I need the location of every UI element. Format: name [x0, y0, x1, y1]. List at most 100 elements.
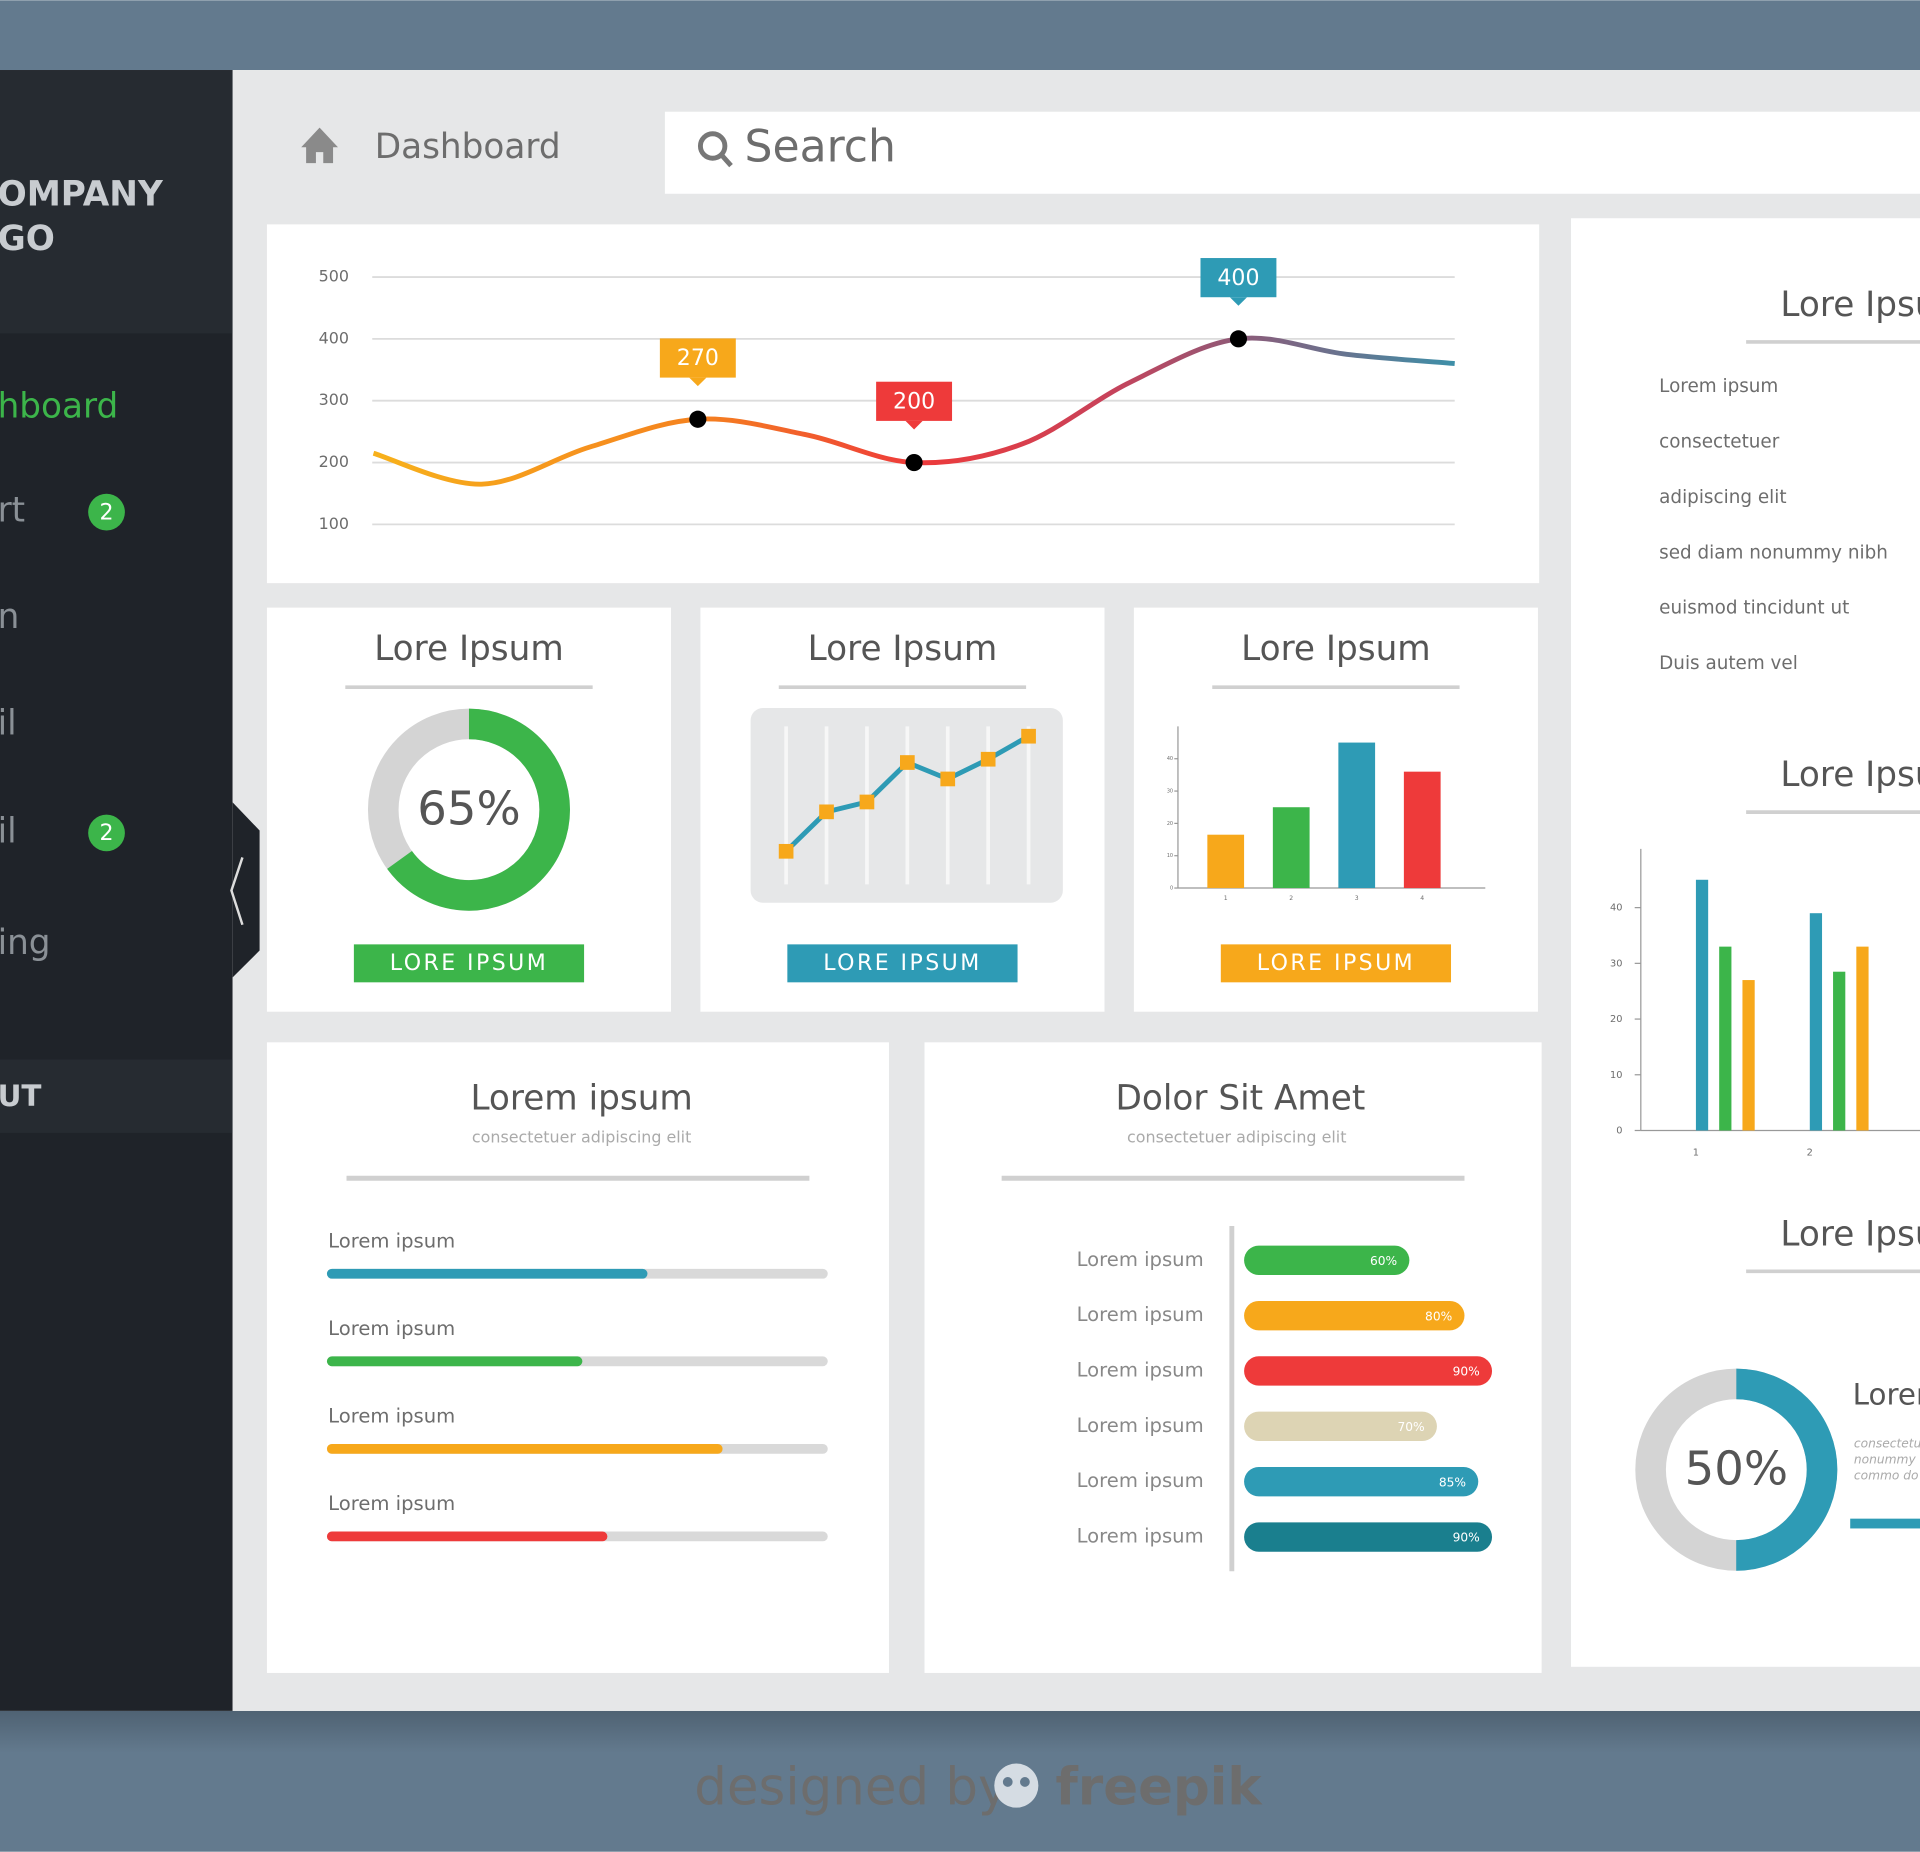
logo-text: OMPANY	[0, 175, 164, 215]
donut-label: 50%	[1685, 1442, 1788, 1496]
card-title: Lore Ipsum	[808, 629, 998, 669]
logo-eye	[1020, 1777, 1030, 1787]
bar	[1338, 742, 1376, 889]
y-tick-label: 200	[319, 452, 349, 471]
logo-area	[0, 70, 233, 334]
mini-marker	[900, 755, 915, 770]
bar	[1719, 946, 1732, 1131]
point	[905, 453, 923, 472]
list-item: euismod tincidunt ut	[1659, 598, 1849, 619]
home-shape	[301, 127, 338, 164]
card-button[interactable]	[353, 944, 585, 983]
logout[interactable]: UT	[0, 1079, 41, 1113]
y-tick-label: 300	[319, 390, 349, 409]
progress-bar	[326, 1356, 583, 1367]
x-tick-label: 1	[1693, 1148, 1699, 1159]
card-button-label[interactable]: LORE IPSUM	[390, 951, 548, 976]
donut-arc	[1635, 1368, 1838, 1571]
y-tick-label: 20	[1610, 1014, 1622, 1025]
freepik-logo	[994, 1763, 1039, 1808]
y-tick-label: 0	[1170, 886, 1173, 892]
search-icon-handle	[719, 152, 733, 168]
data-label: 400	[1217, 266, 1259, 291]
callout	[876, 381, 953, 421]
side-panel	[1571, 218, 1920, 1667]
y-tick-label: 40	[1610, 903, 1622, 914]
progress-bar	[326, 1531, 608, 1542]
search-box[interactable]	[664, 111, 1920, 194]
progress-label: Lorem ipsum	[328, 1317, 455, 1340]
callout-pointer	[1229, 297, 1248, 306]
card-subtitle: consectetuer adipiscing elit	[472, 1127, 691, 1146]
card-subtitle: consectetuer adipiscing elit	[1127, 1127, 1346, 1146]
data-label: 270	[677, 346, 719, 371]
donut-note: nonummy n	[1854, 1452, 1920, 1466]
card-button[interactable]	[1220, 944, 1452, 983]
y-tick-label: Lorem ipsum	[1077, 1358, 1204, 1381]
breadcrumb[interactable]: Dashboard	[375, 127, 561, 167]
bar	[1244, 1522, 1493, 1552]
panel-title: Lore Ipsu	[1780, 285, 1920, 325]
menu-item[interactable]: rt	[0, 491, 25, 531]
x-tick-label: 2	[1289, 895, 1293, 902]
y-tick-label: 400	[319, 328, 349, 347]
panel-title: Lore Ipsu	[1780, 1214, 1920, 1254]
menu-item[interactable]: ing	[0, 923, 51, 963]
menu-item[interactable]: il	[0, 811, 17, 851]
logo-text: GO	[0, 219, 55, 259]
logo-eye	[1002, 1777, 1013, 1787]
callout-pointer	[689, 377, 707, 387]
y-tick-label: 100	[319, 514, 349, 533]
bar	[1856, 946, 1869, 1131]
donut-note: commo do	[1854, 1468, 1919, 1482]
mini-marker	[980, 751, 996, 767]
bar	[1244, 1466, 1479, 1497]
y-tick-label: 500	[319, 267, 349, 286]
x-tick-label: 3	[1355, 895, 1359, 902]
progress-label: Lorem ipsum	[328, 1229, 455, 1252]
point	[689, 410, 707, 428]
card-button[interactable]	[787, 944, 1018, 983]
footer-text: designed by	[694, 1757, 1008, 1817]
y-tick-label: 30	[1167, 789, 1173, 795]
bar	[1833, 971, 1846, 1131]
panel-title: Lore Ipsu	[1780, 755, 1920, 795]
data-label: 60%	[1370, 1254, 1397, 1268]
menu-item[interactable]: hboard	[0, 387, 118, 427]
y-tick-label: Lorem ipsum	[1077, 1469, 1204, 1492]
card-button-label[interactable]: LORE IPSUM	[823, 951, 981, 976]
badge-count: 2	[100, 500, 114, 525]
top-band	[0, 0, 1920, 71]
list-item: consectetuer	[1659, 432, 1780, 453]
card-button-label[interactable]: LORE IPSUM	[1257, 951, 1415, 976]
data-label: 200	[893, 390, 935, 415]
mini-marker	[859, 794, 875, 810]
sidebar-toggle[interactable]	[232, 802, 260, 978]
callout-pointer	[905, 420, 923, 430]
y-tick-label: Lorem ipsum	[1077, 1525, 1204, 1548]
point	[1229, 330, 1248, 348]
list-item: sed diam nonummy nibh	[1659, 542, 1888, 563]
y-tick-label: Lorem ipsum	[1077, 1414, 1204, 1437]
bar	[1244, 1300, 1465, 1331]
list-item: adipiscing elit	[1659, 487, 1786, 508]
y-tick-label: 10	[1167, 853, 1173, 859]
badge-count: 2	[100, 821, 114, 846]
list-item: Lorem ipsum	[1659, 376, 1778, 397]
bar	[1742, 980, 1755, 1131]
search-placeholder[interactable]: Search	[744, 122, 895, 173]
progress-label: Lorem ipsum	[328, 1405, 455, 1428]
y-tick-label: 40	[1167, 756, 1173, 762]
y-tick-label: Lorem ipsum	[1077, 1303, 1204, 1326]
mini-marker	[819, 804, 834, 820]
card-title: Lore Ipsum	[374, 629, 564, 669]
menu-item[interactable]: n	[0, 597, 19, 637]
data-label: 85%	[1439, 1475, 1466, 1489]
home-icon[interactable]	[301, 127, 338, 164]
list-item: Duis autem vel	[1659, 653, 1798, 674]
logout-row[interactable]	[0, 1059, 233, 1133]
data-label: 70%	[1397, 1420, 1424, 1434]
menu-item[interactable]: il	[0, 704, 17, 744]
bar	[1403, 771, 1441, 889]
